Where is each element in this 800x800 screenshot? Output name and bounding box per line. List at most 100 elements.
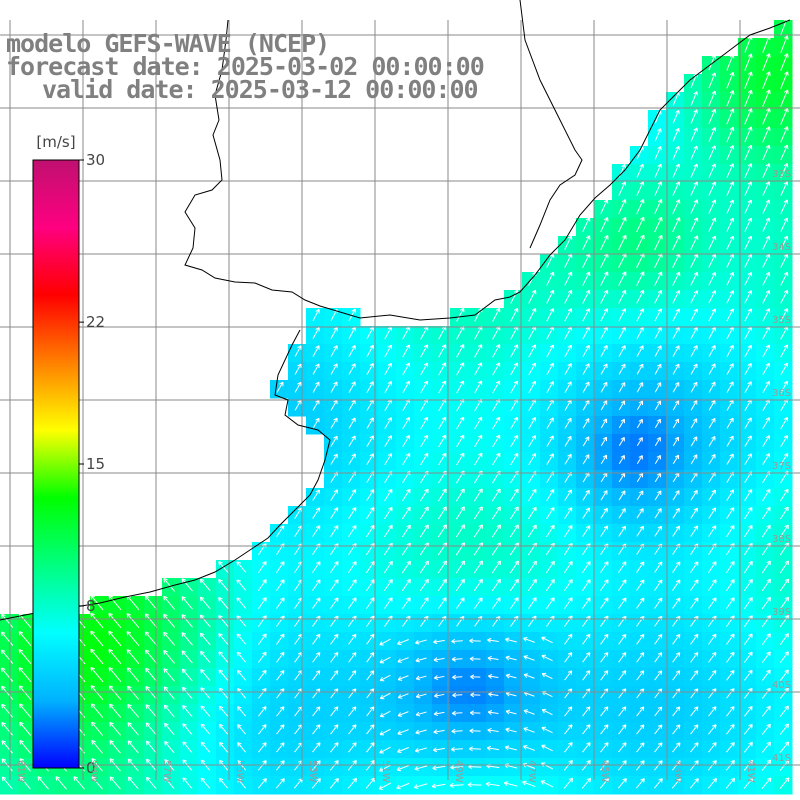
wind-arrow <box>433 711 445 717</box>
wind-arrow <box>90 612 104 629</box>
colorbar: [m/s] 30 22 15 8 0 <box>32 133 105 777</box>
wind-arrow <box>492 416 501 430</box>
wind-arrow <box>708 561 717 573</box>
wind-arrow <box>546 289 555 304</box>
wind-arrow <box>181 578 193 592</box>
wind-arrow <box>236 651 247 663</box>
wind-arrow <box>546 308 555 322</box>
wind-arrow <box>528 417 536 429</box>
wind-arrow <box>654 289 663 304</box>
colorbar-tick-label: 8 <box>86 597 96 615</box>
wind-arrow <box>384 381 392 394</box>
wind-arrow <box>523 709 535 715</box>
wind-arrow <box>523 727 535 733</box>
wind-arrow <box>473 506 483 520</box>
wind-arrow <box>654 163 662 178</box>
wind-arrow <box>491 578 501 592</box>
wind-arrow <box>366 542 375 556</box>
wind-arrow <box>523 673 535 679</box>
wind-arrow <box>636 633 645 645</box>
wind-arrow <box>145 686 157 700</box>
wind-arrow <box>109 721 121 736</box>
wind-arrow <box>726 489 735 501</box>
wind-arrow <box>761 705 771 717</box>
wind-arrow <box>708 633 717 645</box>
wind-arrow <box>618 724 627 735</box>
wind-arrow <box>636 163 644 178</box>
wind-arrow <box>690 145 698 160</box>
title-forecast-date: forecast date: 2025-03-02 00:00:00 <box>6 52 485 81</box>
wind-arrow <box>413 783 428 789</box>
wind-arrow <box>744 507 753 520</box>
wind-arrow <box>127 722 139 736</box>
wind-arrow <box>541 744 553 752</box>
wind-arrow <box>779 723 789 735</box>
wind-arrow <box>126 649 140 664</box>
wind-arrow <box>491 506 501 520</box>
wind-arrow <box>91 776 103 790</box>
wind-arrow <box>276 381 284 393</box>
wind-arrow <box>618 345 626 357</box>
wind-arrow <box>366 417 374 429</box>
wind-arrow <box>654 271 663 286</box>
wind-arrow <box>456 488 465 502</box>
wind-arrow <box>145 704 157 718</box>
wind-arrow <box>402 597 411 609</box>
wind-arrow <box>384 417 392 429</box>
wind-arrow <box>726 706 735 717</box>
wind-arrow <box>762 126 771 143</box>
lon-label: 53W <box>307 760 318 783</box>
wind-arrow <box>109 776 121 790</box>
wind-arrow <box>348 652 357 663</box>
wind-arrow <box>780 53 789 71</box>
wind-arrow <box>654 234 663 251</box>
wind-arrow <box>415 657 427 663</box>
wind-arrow <box>744 144 753 161</box>
wind-arrow <box>330 435 338 447</box>
wind-arrow <box>672 145 680 160</box>
wind-arrow <box>396 782 410 790</box>
wind-arrow <box>523 637 535 643</box>
wind-arrow <box>618 400 626 411</box>
wind-arrow <box>366 363 374 376</box>
wind-arrow <box>90 648 104 665</box>
wind-arrow <box>726 163 735 178</box>
wind-arrow <box>726 126 735 143</box>
wind-arrow <box>762 417 770 429</box>
wind-arrow <box>618 289 627 304</box>
wind-arrow <box>744 181 753 196</box>
wind-arrow <box>384 344 392 358</box>
wind-arrow <box>523 655 535 661</box>
lon-label: 59W <box>88 760 99 783</box>
wind-arrow <box>564 344 572 358</box>
wind-arrow <box>492 344 501 358</box>
wind-arrow <box>690 181 699 196</box>
wind-arrow <box>348 706 357 717</box>
wind-arrow <box>690 507 698 519</box>
wind-arrow <box>636 561 645 573</box>
wind-arrow <box>474 344 483 358</box>
wind-arrow <box>654 308 662 322</box>
wind-arrow <box>762 181 771 196</box>
lon-label: 51W <box>380 760 391 783</box>
wind-arrow <box>780 271 789 286</box>
wind-arrow <box>708 290 717 304</box>
wind-arrow <box>276 706 285 717</box>
wind-arrow <box>582 271 591 286</box>
wind-arrow <box>420 362 429 376</box>
wind-arrow <box>276 651 285 663</box>
wind-arrow <box>672 181 681 196</box>
wind-arrow <box>654 128 662 142</box>
wind-arrow <box>708 199 717 214</box>
wind-arrow <box>708 579 717 591</box>
wind-arrow <box>437 560 447 574</box>
wind-arrow <box>546 417 554 429</box>
lat-label: 35S <box>772 315 791 326</box>
wind-arrow <box>397 711 409 717</box>
wind-arrow <box>366 506 375 520</box>
wind-arrow <box>600 670 609 681</box>
wind-arrow <box>237 742 247 753</box>
wind-arrow <box>487 655 499 661</box>
wind-arrow <box>581 777 592 789</box>
wind-arrow <box>541 708 553 716</box>
